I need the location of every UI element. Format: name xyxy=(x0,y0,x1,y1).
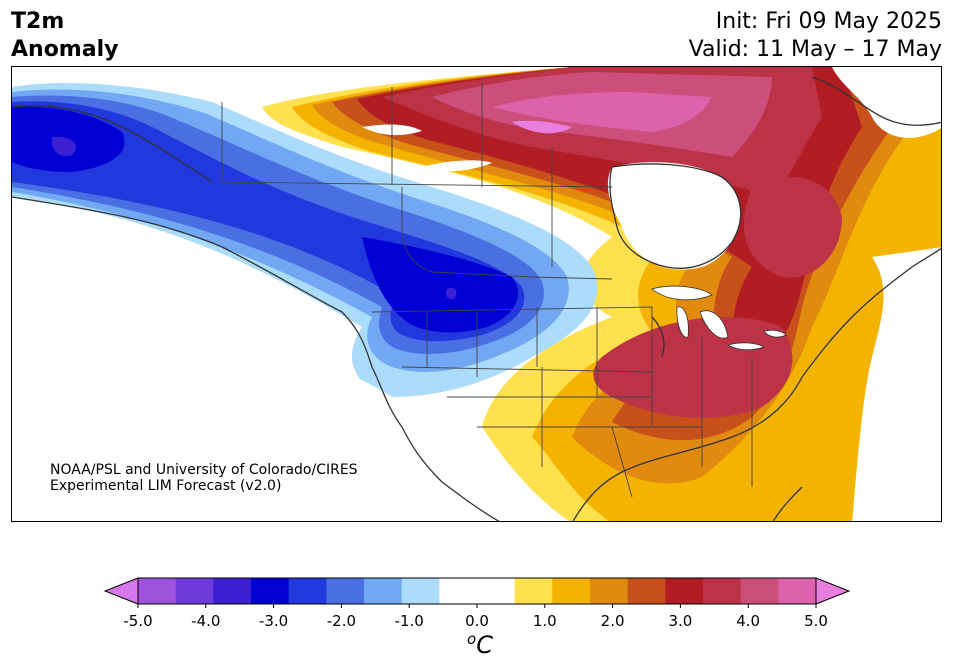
map-title: T2m Anomaly xyxy=(11,8,118,64)
coastlines xyxy=(12,76,941,521)
colorbar-over-arrow xyxy=(815,577,851,605)
unit-degree-symbol: o xyxy=(467,630,477,648)
colorbar-cell xyxy=(251,578,290,604)
colorbar-tick-label: -4.0 xyxy=(191,612,221,630)
forecast-dates: Init: Fri 09 May 2025 Valid: 11 May – 17… xyxy=(689,8,942,64)
colorbar-cell xyxy=(213,578,252,604)
colorbar-cell xyxy=(288,578,327,604)
unit-letter: C xyxy=(476,631,493,659)
colorbar-tick-label: 3.0 xyxy=(668,612,693,630)
colorbar-cell xyxy=(326,578,365,604)
colorbar-unit: oC xyxy=(450,630,510,659)
colorbar-tick-label: 5.0 xyxy=(804,612,828,630)
valid-range: Valid: 11 May – 17 May xyxy=(688,37,942,62)
credit-text: NOAA/PSL and University of Colorado/CIRE… xyxy=(50,462,358,494)
colorbar-cell xyxy=(514,578,553,604)
anomaly-map: NOAA/PSL and University of Colorado/CIRE… xyxy=(11,66,942,522)
colorbar-cell xyxy=(477,578,516,604)
colorbar-tick-label: -5.0 xyxy=(123,612,153,630)
colorbar-cell xyxy=(590,578,629,604)
great-lakes xyxy=(651,285,787,351)
title-line-1: T2m xyxy=(11,9,65,34)
colorbar-tick-label: -3.0 xyxy=(258,612,289,630)
colorbar-cell xyxy=(740,578,779,604)
colorbar-tick-label: 2.0 xyxy=(600,612,625,630)
colorbar-cell xyxy=(552,578,591,604)
colorbar-cell xyxy=(364,578,403,604)
map-canvas xyxy=(12,67,941,521)
colorbar-tick-label: -1.0 xyxy=(394,612,424,630)
colorbar-ticks xyxy=(137,604,817,608)
credit-line-1: NOAA/PSL and University of Colorado/CIRE… xyxy=(50,462,358,478)
colorbar-cell xyxy=(627,578,666,604)
colorbar-cell xyxy=(401,578,440,604)
colorbar-cell xyxy=(778,578,817,604)
colorbar-tick-label: -2.0 xyxy=(326,612,357,630)
colorbar-cell xyxy=(439,578,478,604)
colorbar-under-arrow xyxy=(103,577,139,605)
title-line-2: Anomaly xyxy=(11,37,119,62)
colorbar-cell xyxy=(703,578,742,604)
credit-line-2: Experimental LIM Forecast (v2.0) xyxy=(50,478,282,494)
colorbar-tick-label: 4.0 xyxy=(736,612,761,630)
colorbar-cells xyxy=(138,578,817,604)
political-borders xyxy=(221,82,753,498)
colorbar-tick-label: 0.0 xyxy=(465,612,489,630)
colorbar-cell xyxy=(175,578,214,604)
cold-anomaly-region xyxy=(12,82,598,397)
colorbar xyxy=(103,577,851,608)
no-data-areas xyxy=(12,67,941,521)
init-date: Init: Fri 09 May 2025 xyxy=(715,9,942,34)
colorbar-cell xyxy=(138,578,177,604)
colorbar-cell xyxy=(665,578,704,604)
colorbar-tick-label: 1.0 xyxy=(532,612,557,630)
